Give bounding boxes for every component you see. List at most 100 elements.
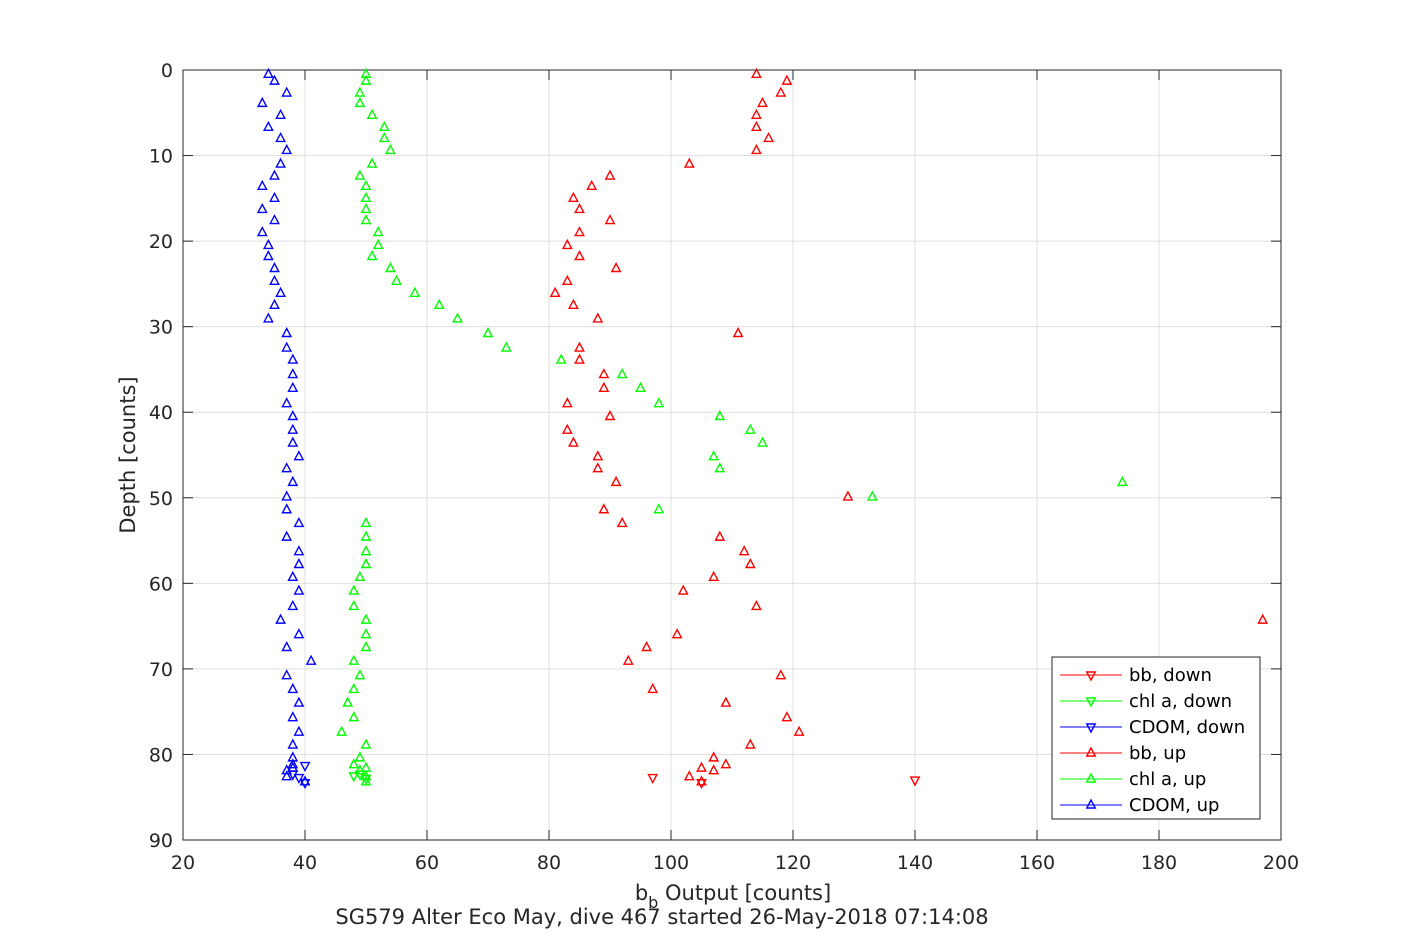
data-point [714,462,726,473]
data-point [1116,475,1128,487]
data-point [281,86,293,97]
data-point [293,696,305,707]
y-tick-label: 80 [149,744,173,766]
data-point [275,613,287,624]
data-point [1257,613,1269,624]
data-point [592,462,604,473]
data-point [647,682,659,694]
data-point [360,202,372,214]
data-point [574,226,585,237]
data-point [287,423,299,434]
data-point [653,397,665,408]
data-point [269,298,280,309]
data-point [641,641,653,652]
data-point [287,682,299,694]
data-point [610,261,622,273]
data-point [574,202,585,214]
data-point [732,327,744,338]
tick-labels: 20 40 60 80 100 120 140 160 180 200 0 10 20 30 40 50 60 7… [149,60,1299,874]
data-point [378,131,390,143]
data-point [256,179,268,191]
legend-marker [1085,723,1097,734]
data-point [354,169,366,180]
data-point [433,298,445,309]
data-point [275,131,287,143]
data-point [281,397,293,408]
data-point [262,120,274,132]
data-point [348,654,360,665]
data-point [757,436,768,447]
x-axis-title-subscript: b [648,893,658,912]
data-point [348,772,360,783]
data-point [360,613,372,624]
legend-label: bb, down [1129,665,1212,686]
data-point [269,261,280,273]
data-point [354,751,366,762]
legend-marker [1085,798,1097,809]
data-point [299,761,311,773]
data-point [750,599,762,611]
data-point [366,108,378,120]
x-axis-title: bb Output [counts] [635,881,831,912]
data-point [299,775,311,786]
data-point [354,86,366,97]
x-tick-label: 160 [1019,852,1055,874]
data-point [744,738,756,749]
data-point [561,423,573,434]
legend-label: chl a, up [1129,769,1206,790]
data-point [293,628,305,639]
legend-marker [1085,772,1097,783]
data-point [360,775,372,786]
data-point [604,169,616,180]
y-tick-label: 0 [161,60,173,82]
data-point [561,274,573,286]
data-point [391,274,402,286]
y-axis-title: Depth [counts] [116,376,140,533]
data-point [293,450,305,461]
data-point [586,179,598,191]
data-point [744,558,756,569]
data-point [683,157,695,168]
data-point [616,368,628,379]
data-point [708,751,720,762]
data-point [598,381,610,392]
data-point [269,274,280,286]
data-point [720,758,732,769]
data-point [866,490,878,501]
data-point [452,312,463,323]
data-point [604,214,616,225]
data-point [281,143,293,155]
data-point [299,778,311,790]
data-point [360,545,372,556]
legend-label: chl a, down [1129,691,1232,712]
data-point [287,761,299,772]
x-tick-label: 20 [171,852,195,874]
data-point [567,436,579,447]
data-point [574,341,585,352]
x-axis-title-base: b [635,881,648,905]
data-point [287,475,299,487]
data-point [293,773,305,785]
data-point [610,475,622,487]
data-point [384,261,396,273]
data-point [256,202,268,214]
data-point [763,131,775,143]
x-tick-label: 60 [415,852,439,874]
data-point [269,169,280,180]
data-point [360,530,372,541]
data-point [354,669,366,680]
data-point [561,397,573,408]
data-point [360,74,372,85]
data-point [360,628,372,639]
x-tick-label: 80 [537,852,561,874]
data-point [409,286,421,297]
data-point [281,503,293,514]
x-tick-label: 100 [653,852,689,874]
data-point [348,584,360,595]
data-point [354,570,366,582]
data-point [256,226,268,237]
data-point [275,108,287,120]
data-point [574,353,585,364]
data-point [287,368,299,379]
data-point [696,778,707,790]
